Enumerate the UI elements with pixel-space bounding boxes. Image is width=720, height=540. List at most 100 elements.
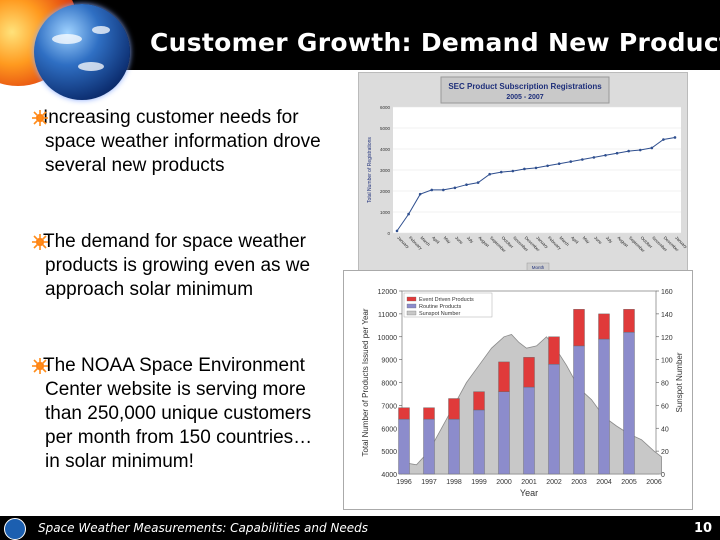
y2-tick-label: 120 [661, 335, 673, 342]
y2-tick-label: 100 [661, 358, 673, 365]
y2-tick-label: 80 [661, 381, 669, 388]
x-tick-label: June [454, 235, 464, 245]
chart-title-box [440, 76, 610, 104]
registrations-point [638, 148, 642, 152]
routine-bar [523, 386, 535, 475]
y-tick-label: 12000 [378, 289, 398, 296]
registrations-point [407, 212, 410, 216]
sunburst-bullet-icon [32, 358, 48, 374]
footer-text: Space Weather Measurements: Capabilities… [38, 521, 368, 535]
x-tick-label: 2006 [646, 479, 662, 486]
x-tick-label: April [431, 235, 441, 245]
routine-bar [423, 418, 435, 475]
event-bar [473, 391, 485, 411]
event-bar [448, 398, 460, 420]
bullet-item: The NOAA Space Environment Center websit… [32, 354, 322, 474]
registrations-point [430, 188, 434, 192]
y-tick-label: 10000 [378, 335, 398, 342]
registrations-point [581, 158, 584, 161]
legend-swatch [406, 296, 417, 302]
y-tick-label: 2000 [380, 189, 391, 194]
routine-bar [598, 338, 610, 475]
bullet-item: Increasing customer needs for space weat… [32, 106, 322, 178]
bullet-text: The NOAA Space Environment Center websit… [43, 355, 313, 472]
event-bar [498, 361, 510, 392]
x-tick-label: 2001 [521, 479, 537, 486]
x-tick-label: June [593, 235, 603, 245]
y-axis-label: Total Number of Products Issued per Year [361, 308, 370, 456]
x-tick-label: August [616, 235, 629, 248]
event-bar [623, 309, 635, 333]
noaa-logo-icon [4, 518, 26, 540]
registrations-point [488, 172, 491, 176]
event-bar [548, 336, 560, 365]
x-tick-label: 1996 [396, 479, 412, 486]
y2-tick-label: 0 [661, 472, 665, 479]
registrations-point [569, 160, 573, 163]
bullet-text: The demand for space weather products is… [43, 231, 311, 300]
legend-box [403, 292, 493, 318]
sunburst-bullet-icon [32, 110, 48, 126]
sunburst-bullet-icon [32, 234, 48, 250]
chart-title: SEC Product Subscription Registrations [448, 82, 602, 91]
legend-label: Routine Products [419, 304, 461, 310]
registrations-point [523, 167, 526, 171]
x-tick-label: 2005 [621, 479, 637, 486]
event-bar [423, 407, 435, 420]
routine-bar [548, 363, 560, 475]
products-chart: 4000 5000 6000 7000 8000 9000 10000 11000 12000 0… [343, 270, 693, 510]
y-tick-label: 5000 [381, 449, 397, 456]
earth-image [34, 4, 130, 100]
routine-bar [623, 331, 635, 475]
registrations-point [418, 192, 422, 196]
registrations-point [557, 162, 561, 165]
x-tick-label: May [443, 235, 453, 245]
x-tick-label: April [570, 235, 580, 245]
y2-axis-label: Sunspot Number [675, 352, 684, 412]
event-bar [398, 407, 410, 420]
y-tick-label: 6000 [380, 105, 391, 110]
registrations-point [395, 229, 399, 233]
y-axis-label: Total Number of Registrations [367, 137, 373, 203]
registrations-point [465, 183, 468, 186]
x-tick-label: 1999 [471, 479, 487, 486]
registrations-point [546, 164, 549, 168]
y2-tick-label: 160 [661, 289, 673, 296]
y-tick-label: 6000 [381, 426, 397, 433]
x-tick-label: 1997 [421, 479, 437, 486]
y-tick-label: 7000 [381, 403, 397, 410]
registrations-point [662, 138, 665, 141]
event-bar [598, 313, 610, 340]
registrations-point [615, 151, 619, 155]
y-tick-label: 4000 [381, 472, 397, 479]
routine-bar [398, 418, 410, 475]
chart-subtitle: 2005 - 2007 [506, 94, 543, 101]
routine-bar [498, 391, 510, 475]
x-tick-label: 2002 [546, 479, 562, 486]
registrations-point [650, 146, 654, 150]
legend-swatch [406, 310, 417, 316]
registrations-point [476, 181, 480, 184]
registrations-point [673, 136, 677, 139]
registrations-point [592, 156, 596, 159]
slide-title: Customer Growth: Demand New Products [150, 28, 720, 57]
bullet-text: Increasing customer needs for space weat… [43, 107, 321, 176]
x-tick-label: 2004 [596, 479, 612, 486]
routine-bar [473, 409, 485, 475]
products-chart-svg: 4000 5000 6000 7000 8000 9000 10000 11000 12000 0… [361, 289, 684, 498]
footer-bar [0, 516, 720, 540]
x-tick-label: August [477, 235, 490, 248]
x-axis-label: Month [532, 265, 545, 270]
registrations-point [627, 149, 630, 153]
y-tick-label: 8000 [381, 381, 397, 388]
registrations-point [604, 154, 607, 157]
event-bar [573, 309, 585, 347]
y-tick-label: 9000 [381, 358, 397, 365]
routine-bar [448, 418, 460, 475]
y-tick-label: 0 [387, 231, 390, 236]
y2-tick-label: 40 [661, 426, 669, 433]
x-tick-label: 2000 [496, 479, 512, 486]
bullet-item: The demand for space weather products is… [32, 230, 322, 302]
registrations-chart-svg: SEC Product Subscription Registrations 20… [367, 76, 689, 272]
